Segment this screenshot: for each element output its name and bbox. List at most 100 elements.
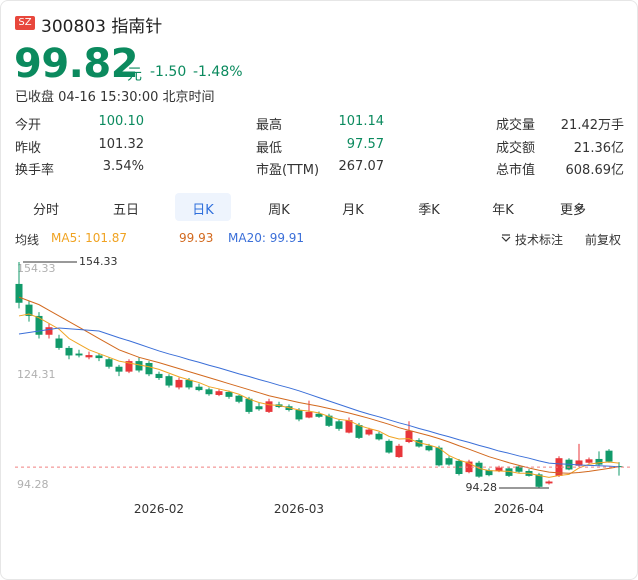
ma5-value: 101.87 — [85, 231, 128, 245]
stock-code: 300803 — [41, 17, 106, 37]
ma20-name: MA20 — [228, 231, 262, 245]
candle-body — [535, 474, 543, 487]
candle-body — [505, 468, 513, 476]
kline-chart: 154.33 124.31 94.28 2026-02 2026-03 2026-04 15… — [15, 255, 631, 516]
candle-body — [385, 440, 393, 453]
ma10-value: 99.93 — [179, 231, 214, 245]
tab[interactable]: 季K — [418, 203, 440, 218]
candle-body — [595, 458, 603, 465]
candle-body — [105, 359, 113, 367]
change-pct: -1.48% — [193, 64, 243, 80]
max-label: 154.33 — [79, 255, 118, 268]
candle-body — [605, 450, 613, 462]
adjust-mode[interactable]: 前复权 — [585, 233, 622, 247]
candle-body — [345, 420, 353, 433]
stat-value: 100.10 — [98, 114, 145, 129]
tab[interactable]: 更多 — [559, 203, 587, 218]
candle-body — [135, 361, 143, 371]
tab-highlight — [175, 193, 231, 221]
candle-body — [195, 386, 203, 391]
candle-body — [65, 347, 73, 356]
candle-body — [495, 467, 503, 471]
candle-body — [185, 379, 193, 388]
candle-body — [405, 430, 413, 443]
tab[interactable]: 周K — [268, 203, 290, 218]
candle-body — [125, 361, 133, 372]
min-label: 94.28 — [466, 481, 498, 494]
y-tick-label: 154.33 — [17, 262, 56, 275]
market-status: 已收盘 04-16 15:30:00 北京时间 — [15, 90, 215, 105]
stat-label: 昨收 — [15, 141, 42, 156]
candle-body — [585, 459, 593, 463]
candle-body — [515, 466, 523, 472]
candle-body — [205, 389, 213, 395]
candle-body — [445, 458, 453, 465]
ma20-legend: MA20: 99.91 — [228, 231, 305, 245]
stat-value: 608.69亿 — [565, 163, 625, 178]
candle-body — [475, 462, 483, 477]
candle-body — [95, 355, 103, 359]
stat-value: 97.57 — [346, 137, 384, 152]
stat-label: 换手率 — [15, 163, 55, 178]
stat-label: 总市值 — [496, 163, 536, 178]
candle-body — [295, 410, 303, 420]
exchange-badge: SZ — [15, 16, 35, 30]
tab[interactable]: 五日 — [112, 203, 140, 218]
candle-body — [165, 376, 173, 386]
x-tick-label: 2026-03 — [274, 502, 324, 516]
candle-body — [305, 411, 313, 418]
more-chevron[interactable] — [573, 204, 585, 214]
candle-body — [255, 406, 263, 410]
tab[interactable]: 年K — [492, 203, 514, 218]
ma-line — [18, 296, 620, 474]
stat-label: 成交额 — [496, 141, 536, 156]
candle-body — [375, 433, 383, 440]
candle-body — [435, 447, 443, 466]
candle-body — [425, 445, 433, 451]
candle-body — [85, 355, 93, 358]
candle-body — [325, 415, 333, 426]
stock-name: 指南针 — [111, 17, 163, 37]
candle-body — [315, 413, 323, 417]
candle-body — [155, 373, 163, 379]
stat-value: 101.14 — [338, 114, 385, 129]
ma5-legend: MA5: 101.87 — [51, 231, 128, 245]
x-tick-label: 2026-02 — [134, 502, 184, 516]
stat-label: 市盈(TTM) — [256, 163, 320, 178]
stat-value: 267.07 — [338, 159, 385, 174]
candle-body — [485, 470, 493, 476]
candle-body — [555, 458, 563, 476]
stat-label: 成交量 — [496, 118, 536, 133]
candle-body — [45, 327, 53, 335]
tab[interactable]: 分时 — [32, 203, 60, 218]
candle-body — [265, 401, 273, 412]
candle-body — [215, 391, 223, 395]
candle-body — [395, 445, 403, 458]
tech-annotation[interactable]: 技术标注 — [515, 233, 564, 247]
change: -1.50 — [150, 64, 187, 80]
candle-body — [225, 391, 233, 397]
candle-body — [25, 304, 33, 316]
stat-label: 最高 — [256, 118, 283, 133]
candle-body — [365, 429, 373, 435]
stock-title: 300803 指南针 — [41, 12, 162, 37]
tab[interactable]: 月K — [342, 203, 364, 218]
ma20-value: 99.91 — [269, 231, 305, 245]
tab[interactable]: 日K — [192, 203, 214, 218]
candle-body — [235, 395, 243, 402]
candle-body — [75, 353, 83, 356]
x-tick-label: 2026-04 — [494, 502, 544, 516]
candle-body — [115, 366, 123, 372]
ma5-name: MA5 — [51, 231, 78, 245]
candle-body — [55, 338, 63, 348]
candle-body — [15, 283, 23, 303]
candle-body — [415, 440, 423, 447]
candle-body — [145, 362, 153, 375]
candle-body — [335, 421, 343, 429]
annotate-icon[interactable] — [500, 233, 512, 245]
stat-value: 21.36亿 — [573, 141, 624, 156]
stat-label: 今开 — [15, 118, 42, 133]
stat-label: 最低 — [256, 141, 283, 156]
candle-body — [355, 425, 363, 438]
